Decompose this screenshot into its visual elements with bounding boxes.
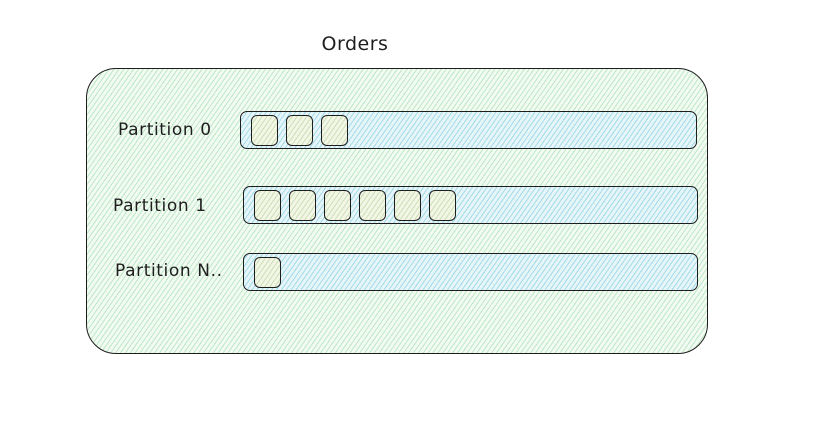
message-block — [254, 189, 281, 221]
message-block — [394, 189, 421, 221]
partition-1-bar — [243, 186, 698, 224]
message-block — [289, 189, 316, 221]
message-block — [429, 189, 456, 221]
partition-n-bar — [243, 253, 698, 291]
diagram-title: Orders — [321, 33, 389, 55]
message-block — [359, 189, 386, 221]
message-block — [254, 256, 281, 288]
partition-0-label: Partition 0 — [118, 120, 212, 140]
message-block — [251, 114, 278, 146]
message-block — [324, 189, 351, 221]
partition-n-label: Partition N.. — [115, 261, 223, 281]
partition-0-bar — [240, 111, 697, 149]
partition-1-label: Partition 1 — [113, 196, 207, 216]
message-block — [321, 114, 348, 146]
message-block — [286, 114, 313, 146]
